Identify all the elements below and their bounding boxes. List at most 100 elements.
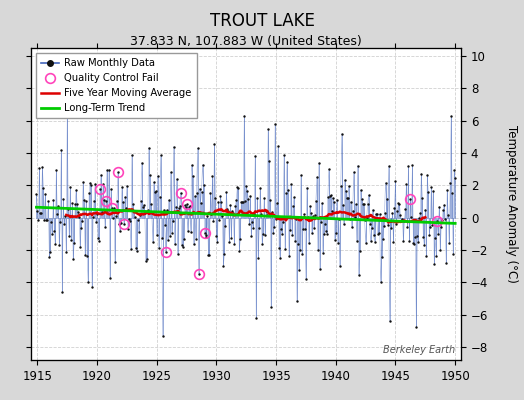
Point [342,188,350,194]
Point [308,230,316,236]
Point [332,230,340,236]
Point [394,208,402,214]
Point [128,152,136,158]
Point [42,216,50,223]
Point [120,221,128,228]
Point [76,244,84,250]
Point [265,158,274,164]
Point [412,324,421,330]
Point [199,182,208,188]
Point [383,195,391,202]
Point [203,213,212,219]
Point [130,208,138,214]
Point [84,278,92,285]
Point [446,180,454,186]
Point [127,246,135,252]
Point [397,218,406,224]
Point [238,199,246,205]
Point [263,212,271,218]
Point [369,232,378,238]
Point [46,249,54,256]
Point [183,228,192,234]
Point [376,279,385,286]
Point [201,234,210,240]
Point [190,193,199,200]
Point [384,163,392,169]
Point [372,211,380,217]
Point [430,261,439,267]
Point [370,238,379,245]
Point [219,263,227,269]
Point [321,220,329,227]
Point [143,256,151,262]
Point [441,216,450,222]
Point [307,210,315,216]
Point [228,208,236,214]
Point [344,195,352,202]
Point [345,216,354,222]
Point [364,201,372,208]
Point [422,253,431,260]
Point [134,217,142,223]
Point [396,212,405,219]
Y-axis label: Temperature Anomaly (°C): Temperature Anomaly (°C) [505,125,518,283]
Point [119,199,127,205]
Point [421,206,430,213]
Point [51,241,60,248]
Point [384,222,392,228]
Point [416,210,424,216]
Point [245,220,254,227]
Point [81,252,89,258]
Legend: Raw Monthly Data, Quality Control Fail, Five Year Moving Average, Long-Term Tren: Raw Monthly Data, Quality Control Fail, … [37,53,197,118]
Point [124,226,132,232]
Point [217,199,226,205]
Point [298,251,306,258]
Point [58,289,67,296]
Point [414,238,422,245]
Point [69,256,78,262]
Point [273,200,281,207]
Point [251,153,259,159]
Point [198,161,206,168]
Point [354,272,363,278]
Point [429,187,438,194]
Point [98,208,106,215]
Point [362,240,370,246]
Point [434,231,442,238]
Point [234,184,243,191]
Point [179,244,187,250]
Point [433,218,441,225]
Point [71,200,80,207]
Point [411,234,420,240]
Point [260,195,268,202]
Point [347,224,356,231]
Point [205,252,214,258]
Point [378,236,387,242]
Point [437,223,445,230]
Point [74,209,82,215]
Point [361,217,369,224]
Point [424,189,432,195]
Point [316,219,325,225]
Point [212,233,221,240]
Point [343,195,351,201]
Point [180,202,189,208]
Point [450,167,458,173]
Point [60,221,69,227]
Point [391,178,400,185]
Point [271,121,279,127]
Point [155,245,163,252]
Point [277,226,285,232]
Point [407,214,416,220]
Point [388,210,397,216]
Point [406,196,414,202]
Point [159,332,167,339]
Point [135,229,143,235]
Point [409,240,418,246]
Point [367,225,376,232]
Point [179,236,188,242]
Point [311,212,319,218]
Point [318,200,326,206]
Point [176,203,184,209]
Point [88,284,96,290]
